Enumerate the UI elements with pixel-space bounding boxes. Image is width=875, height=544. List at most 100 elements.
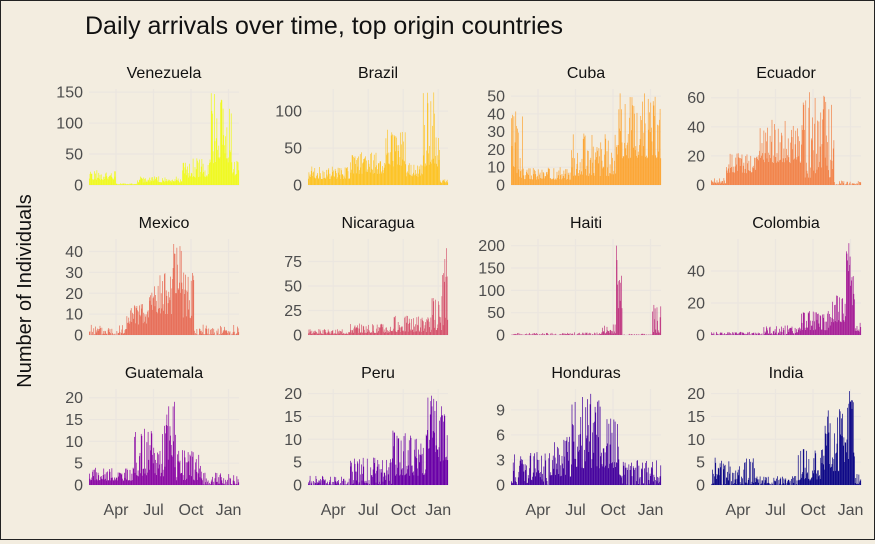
bar (658, 483, 659, 485)
bar (728, 168, 729, 185)
bar (602, 466, 603, 485)
bar (398, 322, 399, 335)
bar (230, 152, 231, 185)
bar (119, 325, 120, 335)
bar (794, 476, 795, 485)
bar (803, 449, 804, 485)
bar (157, 313, 158, 335)
bar (727, 171, 728, 185)
bar (769, 334, 770, 335)
bar (550, 334, 551, 335)
bar (566, 334, 567, 335)
bar (852, 409, 853, 485)
bar (637, 461, 638, 485)
bar (631, 334, 632, 335)
bar (398, 145, 399, 185)
bar (729, 474, 730, 485)
bar (657, 477, 658, 485)
bar (558, 175, 559, 185)
bar (626, 155, 627, 185)
bar (100, 175, 101, 185)
bar (358, 167, 359, 185)
bar (524, 175, 525, 185)
bar (432, 298, 433, 335)
bar (809, 92, 810, 185)
x-tick-label: Apr (321, 502, 347, 519)
bar (317, 173, 318, 185)
bar (349, 479, 350, 485)
bar (363, 458, 364, 485)
bar (237, 484, 238, 485)
bar (773, 331, 774, 335)
bar (410, 476, 411, 485)
bar (625, 148, 626, 185)
bar (444, 282, 445, 335)
bar (750, 171, 751, 185)
bar (327, 333, 328, 335)
bar (762, 153, 763, 185)
bar (589, 333, 590, 335)
y-tick-label: 5 (696, 455, 705, 472)
bar (228, 474, 229, 485)
bar (355, 164, 356, 185)
bar (550, 472, 551, 485)
bar (740, 158, 741, 185)
bar (604, 167, 605, 185)
bar (715, 182, 716, 185)
bar (786, 334, 787, 335)
bar (129, 324, 130, 335)
bar (156, 475, 157, 485)
bar (403, 331, 404, 335)
bar (779, 162, 780, 185)
bar (578, 452, 579, 485)
bar (564, 457, 565, 485)
bar (822, 315, 823, 335)
bar (163, 304, 164, 335)
bar (421, 444, 422, 485)
bar (375, 333, 376, 335)
bar (400, 475, 401, 485)
bar (225, 153, 226, 185)
bar (342, 174, 343, 185)
bar (823, 109, 824, 185)
bar (198, 455, 199, 485)
bar (795, 131, 796, 185)
bar (421, 319, 422, 335)
bar (384, 473, 385, 485)
bar (642, 469, 643, 485)
bar (544, 173, 545, 185)
bar (203, 164, 204, 185)
bar (389, 467, 390, 485)
bar (783, 483, 784, 485)
bar (435, 411, 436, 485)
bar (197, 480, 198, 485)
bar (402, 327, 403, 335)
bar (609, 424, 610, 485)
bar (153, 463, 154, 485)
bar (342, 329, 343, 335)
bar (580, 162, 581, 185)
bar (122, 474, 123, 485)
bar (343, 479, 344, 485)
bar (765, 133, 766, 185)
bar (391, 462, 392, 485)
y-tick-label: 75 (284, 254, 302, 271)
bar (829, 177, 830, 185)
bar (729, 173, 730, 185)
bar (154, 176, 155, 185)
bar (350, 162, 351, 185)
bar (443, 325, 444, 335)
bar (371, 153, 372, 185)
bar (188, 461, 189, 485)
bar (807, 174, 808, 185)
bar (784, 149, 785, 185)
bar (403, 331, 404, 335)
bar (583, 334, 584, 335)
bar (312, 481, 313, 485)
bar (540, 334, 541, 335)
bar (445, 182, 446, 185)
bar (424, 328, 425, 335)
bar (223, 109, 224, 185)
bar (386, 138, 387, 185)
bar (820, 147, 821, 185)
